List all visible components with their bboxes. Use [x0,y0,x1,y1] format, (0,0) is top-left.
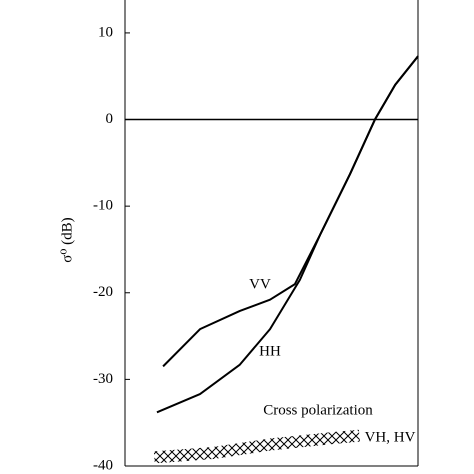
y-tick-label: 10 [98,24,113,40]
series-label: VV [249,276,271,292]
line [156,55,419,414]
y-tick-label: -10 [93,198,113,214]
hatched-line [153,429,360,464]
y-axis-label: σ⁰ (dB) [59,217,75,262]
y-tick-label: -20 [93,284,113,300]
series-label: VH, HV [365,429,416,445]
y-tick-label: -30 [93,371,113,387]
annotation: Cross polarization [263,402,373,418]
series-label: HH [259,343,281,359]
y-tick-label: -40 [93,457,113,473]
y-tick-label: 0 [106,111,114,127]
line [162,55,419,368]
